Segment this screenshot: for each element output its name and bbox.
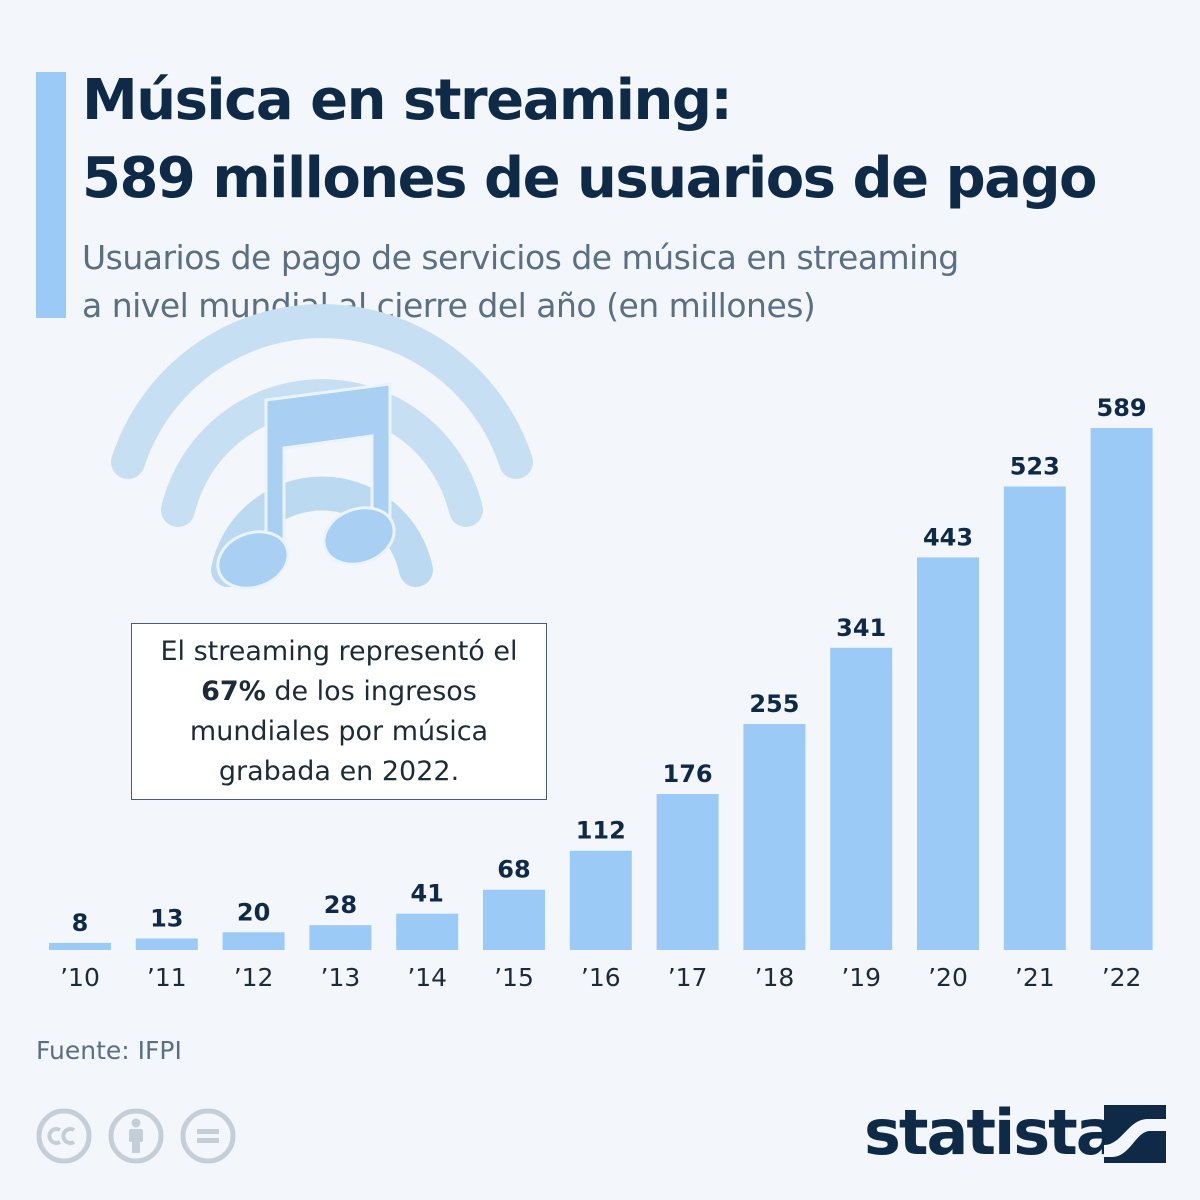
x-tick-label-4: ’14: [407, 963, 447, 992]
x-tick-label-11: ’21: [1015, 963, 1055, 992]
statista-logo-icon[interactable]: [1104, 1105, 1166, 1163]
value-label-4: 41: [410, 880, 443, 908]
annotation-line-4: grabada en 2022.: [218, 756, 460, 787]
value-label-7: 176: [663, 760, 713, 788]
x-tick-label-2: ’12: [234, 963, 274, 992]
value-label-10: 443: [923, 523, 973, 551]
page-title: Música en streaming: 589 millones de usu…: [82, 62, 1192, 218]
bar-4: [396, 913, 459, 950]
annotation-line-2-rest: de los ingresos: [265, 676, 477, 707]
title-accent-bar: [36, 72, 66, 318]
x-tick-label-1: ’11: [147, 963, 187, 992]
title-line-2: 589 millones de usuarios de pago: [82, 146, 1098, 211]
value-label-8: 255: [749, 690, 799, 718]
subtitle-line-1: Usuarios de pago de servicios de música …: [82, 238, 959, 277]
bars-group: [49, 428, 1153, 950]
x-tick-label-6: ’16: [581, 963, 621, 992]
bar-6: [569, 850, 632, 950]
bar-9: [830, 647, 893, 950]
bar-3: [309, 925, 372, 950]
x-tick-label-12: ’22: [1102, 963, 1142, 992]
value-label-2: 20: [237, 898, 270, 926]
bar-8: [743, 724, 806, 950]
value-label-0: 8: [72, 909, 89, 937]
bar-11: [1003, 486, 1066, 950]
x-tick-label-3: ’13: [321, 963, 361, 992]
annotation-highlight: 67%: [201, 676, 266, 707]
x-tick-label-5: ’15: [494, 963, 534, 992]
page-subtitle: Usuarios de pago de servicios de música …: [82, 234, 1182, 330]
value-label-3: 28: [324, 891, 357, 919]
music-streaming-icon: [111, 304, 533, 590]
brand-logo-text[interactable]: statista: [864, 1096, 1118, 1169]
x-tick-label-0: ’10: [60, 963, 100, 992]
value-label-9: 341: [836, 614, 886, 642]
x-tick-label-7: ’17: [668, 963, 708, 992]
annotation-box: El streaming representó el 67% de los in…: [131, 623, 547, 800]
bar-12: [1090, 428, 1153, 950]
annotation-line-2: 67% de los ingresos: [132, 672, 546, 712]
x-tick-label-8: ’18: [755, 963, 795, 992]
value-label-1: 13: [150, 904, 183, 932]
x-tick-label-9: ’19: [841, 963, 881, 992]
value-label-12: 589: [1097, 394, 1147, 422]
value-labels-group: 8 13 20 28 41 68 112 176 255 341 443 523 589: [72, 394, 1147, 937]
subtitle-line-2: a nivel mundial al cierre del año (en mi…: [82, 286, 816, 325]
x-tick-label-10: ’20: [928, 963, 968, 992]
value-label-11: 523: [1010, 452, 1060, 480]
bar-10: [917, 557, 979, 950]
annotation-line-3: mundiales por música: [189, 716, 489, 747]
x-axis-labels-group: ’10 ’11 ’12 ’13 ’14 ’15 ’16 ’17 ’18 ’19 ’20 ’21 ’22: [60, 963, 1141, 992]
value-label-6: 112: [576, 817, 626, 845]
creative-commons-icon[interactable]: [36, 1108, 92, 1164]
title-line-1: Música en streaming:: [82, 68, 733, 133]
value-label-5: 68: [497, 856, 530, 884]
source-note: Fuente: IFPI: [36, 1036, 182, 1065]
attribution-icon[interactable]: [108, 1108, 164, 1164]
bar-5: [483, 889, 545, 950]
bar-1: [135, 938, 198, 950]
bar-0: [49, 942, 111, 950]
bar-7: [656, 794, 719, 950]
annotation-line-1: El streaming representó el: [160, 636, 518, 667]
no-derivatives-icon[interactable]: [180, 1108, 236, 1164]
bar-2: [222, 932, 285, 950]
